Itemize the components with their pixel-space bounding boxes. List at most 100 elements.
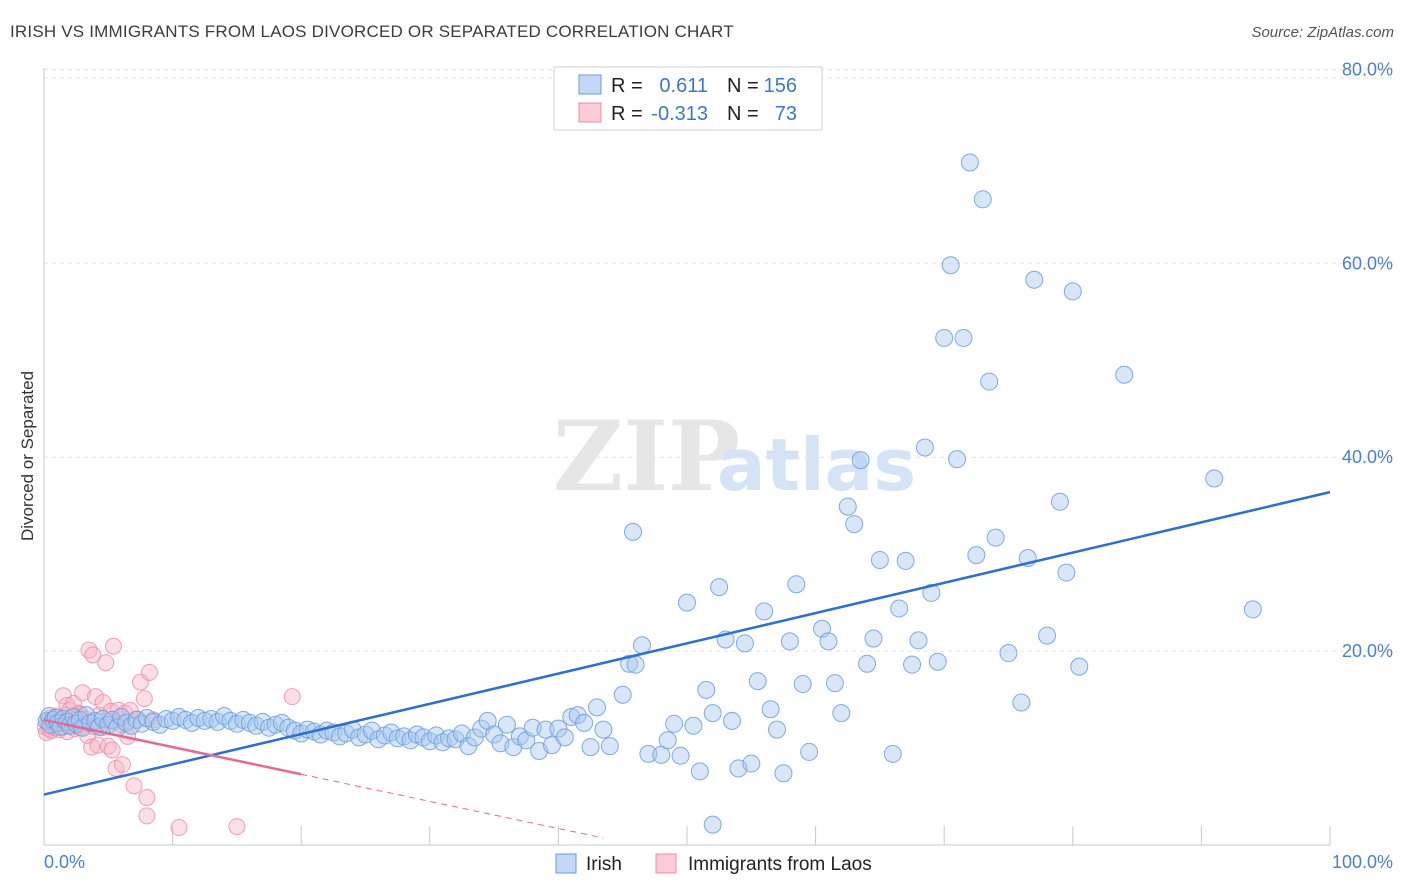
irish-point [935, 328, 954, 347]
legend-box: R = 0.611 N = 156 R = -0.313 N = 73 [553, 66, 823, 131]
irish-trend-line [43, 490, 1331, 796]
irish-point [980, 372, 999, 391]
irish-point [1205, 469, 1224, 488]
irish-point [915, 438, 934, 457]
bottom-legend: Irish Immigrants from Laos [555, 853, 872, 875]
legend-r-label-laos: R = [611, 103, 643, 125]
irish-point [703, 704, 722, 723]
grid-lines [44, 68, 1393, 652]
irish-point [960, 153, 979, 172]
laos-point [103, 741, 121, 759]
y-tick-label: 60.0% [1342, 253, 1393, 273]
irish-point [1038, 626, 1057, 645]
irish-point [896, 551, 915, 570]
irish-point [761, 700, 780, 719]
irish-point [613, 685, 632, 704]
irish-point [671, 746, 690, 765]
laos-trend-extension [301, 773, 604, 839]
legend-r-value-laos: -0.313 [651, 103, 708, 125]
irish-point [1025, 270, 1044, 289]
laos-point [104, 637, 122, 655]
laos-point [84, 646, 102, 664]
bottom-legend-laos: Immigrants from Laos [688, 854, 872, 875]
irish-point [787, 575, 806, 594]
irish-point [1050, 492, 1069, 511]
irish-point [703, 815, 722, 834]
irish-point [623, 522, 642, 541]
y-axis-label: Divorced or Separated [18, 371, 37, 541]
irish-point [973, 190, 992, 209]
laos-point [283, 688, 301, 706]
irish-point [132, 714, 151, 733]
watermark-zip: ZIP [553, 400, 740, 513]
chart-title: IRISH VS IMMIGRANTS FROM LAOS DIVORCED O… [10, 22, 734, 41]
irish-point [883, 744, 902, 763]
bottom-legend-swatch-irish [555, 853, 577, 874]
irish-point [793, 675, 812, 694]
irish-point [870, 550, 889, 569]
irish-point [587, 698, 606, 717]
legend-n-value-irish: 156 [764, 75, 797, 97]
irish-point [941, 256, 960, 275]
laos-point [138, 788, 156, 806]
laos-point [138, 807, 156, 825]
irish-point [658, 731, 677, 750]
y-tick-label: 40.0% [1342, 447, 1393, 467]
watermark-atlas: atlas [717, 423, 916, 507]
irish-point [594, 720, 613, 739]
laos-point [135, 690, 153, 708]
irish-point [1070, 657, 1089, 676]
irish-series-points [37, 153, 1262, 834]
laos-point [228, 818, 246, 836]
irish-point [1115, 365, 1134, 384]
irish-point [632, 636, 651, 655]
laos-point [74, 684, 92, 702]
irish-point [1063, 282, 1082, 301]
irish-point [678, 593, 696, 612]
irish-point [800, 742, 819, 761]
irish-point [575, 713, 594, 732]
irish-point [864, 629, 883, 648]
irish-point [845, 515, 864, 534]
laos-point [140, 663, 158, 681]
laos-point [125, 777, 143, 795]
irish-point [710, 578, 729, 597]
irish-point [890, 599, 909, 618]
irish-point [581, 738, 600, 757]
irish-point [1243, 600, 1262, 619]
irish-point [684, 716, 703, 735]
irish-point [928, 652, 947, 671]
irish-point [620, 654, 639, 673]
laos-point [113, 756, 131, 774]
irish-point [858, 654, 877, 673]
irish-point [954, 328, 973, 347]
irish-point [94, 709, 113, 728]
x-tick-label-max: 100.0% [1332, 852, 1393, 872]
y-tick-label: 80.0% [1342, 59, 1393, 79]
irish-point [755, 602, 774, 621]
irish-point [690, 762, 709, 781]
irish-point [626, 655, 645, 674]
irish-point [665, 714, 684, 733]
irish-point [1012, 693, 1031, 712]
irish-point [774, 764, 793, 783]
x-axis-ticks [43, 826, 1331, 845]
trend-lines [43, 490, 1331, 839]
irish-point [195, 711, 214, 730]
legend-swatch-irish [578, 74, 602, 95]
irish-point [735, 634, 754, 653]
irish-point [742, 754, 761, 773]
irish-point [819, 632, 838, 651]
irish-point [1057, 563, 1076, 582]
irish-point [723, 711, 742, 730]
legend-n-label-irish: N = [727, 75, 759, 97]
irish-point [825, 674, 844, 693]
irish-point [780, 632, 799, 651]
irish-point [903, 655, 922, 674]
irish-point [922, 583, 941, 602]
irish-point [851, 451, 870, 470]
legend-swatch-laos [578, 102, 602, 123]
y-tick-label: 20.0% [1342, 641, 1393, 661]
legend-n-value-laos: 73 [775, 103, 797, 125]
